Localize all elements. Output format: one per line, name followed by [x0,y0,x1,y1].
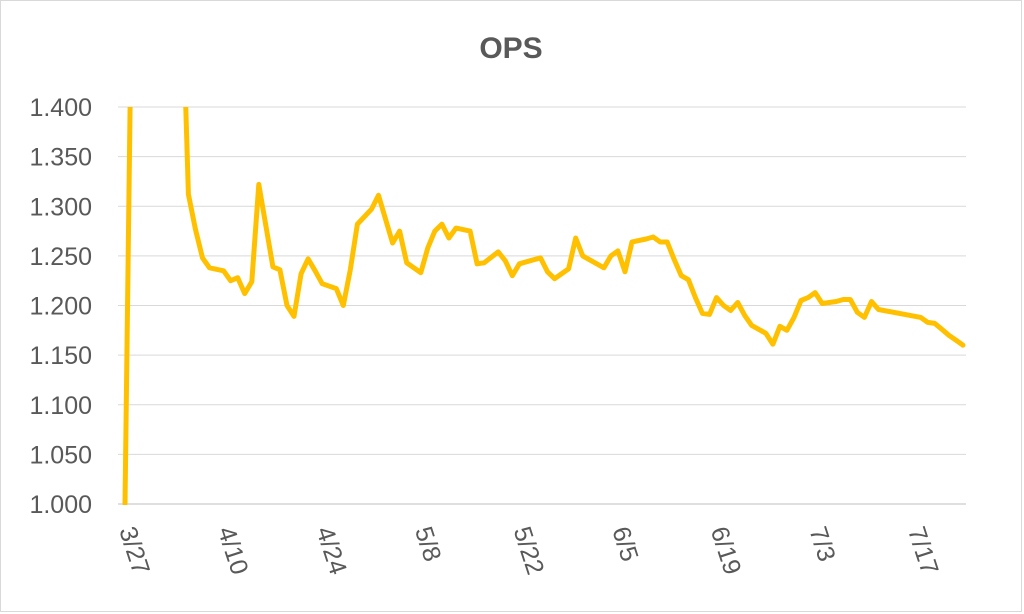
y-tick-label: 1.150 [29,342,92,370]
x-tick-label: 3/27 [113,523,155,578]
y-tick-label: 1.400 [29,94,92,122]
y-tick-label: 1.200 [29,293,92,321]
x-tick-label: 7/3 [803,523,840,565]
y-tick-label: 1.000 [29,491,92,519]
x-tick-label: 4/10 [212,523,254,578]
x-tick-label: 4/24 [310,523,352,578]
x-tick-label: 5/22 [508,523,550,578]
gridlines [118,106,966,505]
x-axis-tick-labels: 3/27 4/10 4/24 5/8 5/22 6/5 6/19 7/3 7/17 [113,523,943,578]
x-tick-label: 6/19 [705,523,747,578]
x-tick-label: 7/17 [902,523,944,578]
x-tick-label: 6/5 [606,523,643,565]
y-tick-label: 1.350 [29,144,92,172]
y-tick-label: 1.300 [29,193,92,221]
y-tick-label: 1.100 [29,392,92,420]
chart-title: OPS [479,32,542,65]
series-layer [122,107,966,505]
y-axis-tick-labels: 1.000 1.050 1.100 1.150 1.200 1.250 1.300 1.350… [29,94,92,519]
series-line-0 [122,107,966,505]
y-tick-label: 1.050 [29,441,92,469]
y-tick-label: 1.250 [29,243,92,271]
x-tick-label: 5/8 [409,523,446,565]
